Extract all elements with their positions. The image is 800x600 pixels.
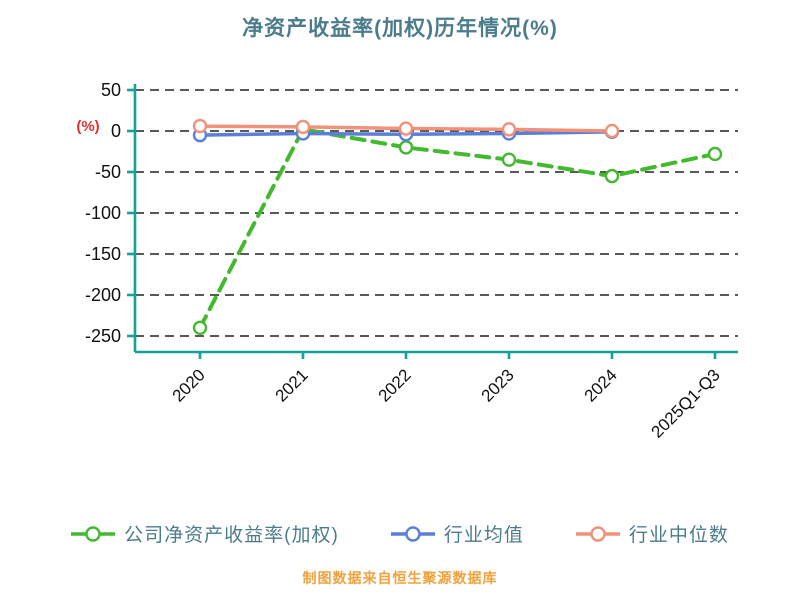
svg-text:-100: -100	[85, 203, 121, 223]
legend-marker-blue-icon	[390, 525, 435, 542]
svg-text:(%): (%)	[76, 118, 99, 135]
chart-title: 净资产收益率(加权)历年情况(%)	[242, 17, 558, 40]
svg-text:-150: -150	[85, 244, 121, 264]
legend-marker-green-icon	[71, 525, 116, 542]
legend-item-company-roe: 公司净资产收益率(加权)	[71, 520, 339, 547]
svg-text:50: 50	[101, 80, 121, 100]
data-source-note: 制图数据来自恒生聚源数据库	[302, 570, 498, 586]
legend-marker-orange-icon	[575, 525, 620, 542]
svg-text:0: 0	[111, 121, 121, 141]
svg-text:-250: -250	[85, 326, 121, 346]
legend-label-industry-mean: 行业均值	[443, 525, 524, 546]
line-chart-plot-area: 50 0 -50 -100 -150 -200 -250 (%) 2020 2021 2022 202…	[76, 80, 738, 442]
svg-text:-50: -50	[95, 162, 121, 182]
svg-text:2020: 2020	[169, 365, 209, 405]
svg-text:2025Q1-Q3: 2025Q1-Q3	[648, 365, 724, 441]
legend-label-company-roe: 公司净资产收益率(加权)	[124, 525, 339, 546]
svg-text:2023: 2023	[478, 365, 518, 405]
legend-item-industry-median: 行业中位数	[575, 520, 729, 547]
svg-text:-200: -200	[85, 285, 121, 305]
svg-text:2021: 2021	[272, 365, 312, 405]
svg-text:2022: 2022	[375, 365, 415, 405]
chart-legend: 公司净资产收益率(加权) 行业均值 行业中位数	[0, 520, 800, 547]
legend-item-industry-mean: 行业均值	[390, 520, 524, 547]
svg-text:2024: 2024	[581, 365, 621, 405]
legend-label-industry-median: 行业中位数	[628, 525, 729, 546]
